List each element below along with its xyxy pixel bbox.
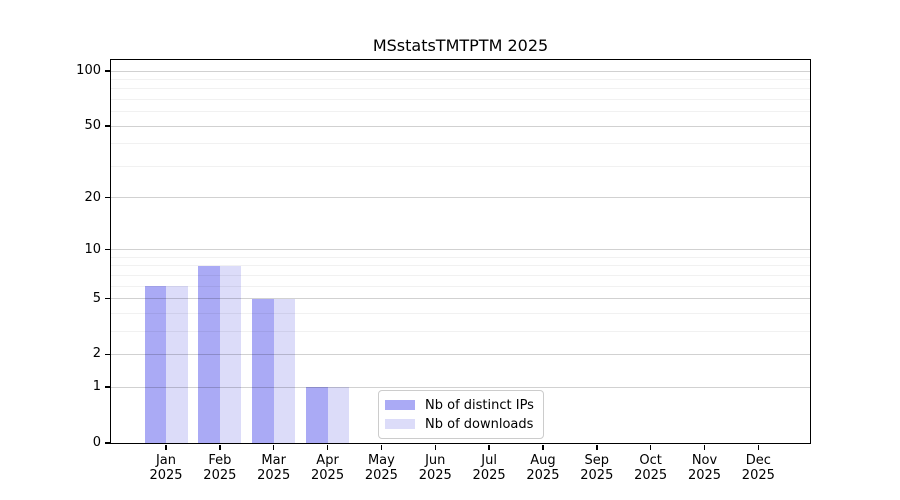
x-tick-month: Nov [691, 453, 718, 468]
x-tick-mark-jan [165, 444, 167, 450]
bar-apr-nb-of-distinct-ips [306, 387, 328, 443]
plot-frame [109, 58, 811, 444]
legend-swatch-distinct-ips [385, 400, 415, 410]
plot-area [111, 60, 810, 443]
bar-mar-nb-of-downloads [273, 298, 296, 443]
x-tick-mark-may [380, 444, 383, 450]
bar-jan-nb-of-distinct-ips [144, 286, 166, 443]
y-tick-label-5: 5 [92, 290, 101, 306]
x-tick-label-aug: Aug 2025 [516, 453, 570, 483]
y-tick-mark-0 [104, 442, 110, 444]
x-tick-mark-feb [219, 444, 221, 450]
x-tick-label-jul: Jul 2025 [462, 453, 516, 483]
x-tick-year: 2025 [203, 468, 237, 483]
x-tick-month: Dec [745, 453, 771, 468]
legend-label-distinct-ips: Nb of distinct IPs [425, 397, 534, 413]
x-tick-mark-jul [488, 444, 490, 450]
y-tick-label-20: 20 [84, 189, 101, 205]
x-tick-year: 2025 [472, 468, 506, 483]
bars-layer [111, 60, 810, 443]
x-tick-mark-nov [703, 444, 706, 450]
x-tick-month: Aug [530, 453, 556, 468]
y-tick-label-10: 10 [84, 241, 101, 257]
y-tick-label-1: 1 [92, 379, 101, 395]
x-tick-mark-mar [272, 444, 275, 450]
legend: Nb of distinct IPs Nb of downloads [378, 390, 544, 439]
x-tick-month: Feb [208, 453, 232, 468]
x-tick-month: Mar [261, 453, 286, 468]
bar-jan-nb-of-downloads [166, 286, 188, 443]
x-tick-year: 2025 [526, 468, 560, 483]
bar-apr-nb-of-downloads [327, 387, 350, 443]
y-tick-mark-5 [104, 297, 110, 300]
x-tick-month: Oct [639, 453, 662, 468]
x-tick-month: Jan [155, 453, 177, 468]
x-tick-year: 2025 [580, 468, 614, 483]
x-tick-mark-oct [649, 444, 652, 450]
legend-item-downloads: Nb of downloads [385, 416, 534, 432]
x-tick-year: 2025 [364, 468, 398, 483]
x-tick-month: May [367, 453, 395, 468]
y-tick-mark-100 [104, 70, 110, 72]
y-tick-label-2: 2 [92, 346, 101, 362]
x-tick-month: Sep [584, 453, 610, 468]
bar-mar-nb-of-distinct-ips [252, 298, 274, 443]
x-tick-label-mar: Mar 2025 [247, 453, 301, 483]
x-tick-label-nov: Nov 2025 [678, 453, 732, 483]
x-tick-label-feb: Feb 2025 [193, 453, 247, 483]
x-tick-year: 2025 [149, 468, 183, 483]
bar-feb-nb-of-downloads [219, 265, 242, 443]
x-tick-label-dec: Dec 2025 [731, 453, 785, 483]
x-tick-month: Jul [481, 453, 497, 468]
y-tick-mark-10 [104, 248, 110, 251]
x-tick-label-may: May 2025 [354, 453, 408, 483]
y-tick-label-100: 100 [76, 63, 101, 78]
x-tick-year: 2025 [741, 468, 775, 483]
y-tick-mark-1 [104, 386, 110, 388]
x-tick-month: Apr [316, 453, 339, 468]
x-tick-year: 2025 [257, 468, 291, 483]
bar-feb-nb-of-distinct-ips [198, 265, 220, 443]
x-tick-mark-apr [326, 444, 329, 450]
x-tick-mark-aug [542, 444, 544, 450]
legend-label-downloads: Nb of downloads [425, 416, 534, 432]
x-tick-mark-dec [757, 444, 760, 450]
x-tick-label-jun: Jun 2025 [408, 453, 462, 483]
x-tick-year: 2025 [418, 468, 452, 483]
x-tick-month: Jun [425, 453, 446, 468]
x-tick-year: 2025 [687, 468, 722, 483]
chart-title: MSstatsTMTPTM 2025 [372, 36, 549, 55]
x-tick-label-oct: Oct 2025 [624, 453, 678, 483]
x-tick-year: 2025 [634, 468, 668, 483]
x-tick-label-sep: Sep 2025 [570, 453, 624, 483]
y-tick-mark-50 [104, 125, 110, 127]
y-tick-label-50: 50 [84, 118, 101, 134]
legend-item-distinct-ips: Nb of distinct IPs [385, 397, 534, 413]
y-tick-mark-2 [104, 353, 110, 356]
y-tick-label-0: 0 [92, 435, 101, 450]
legend-swatch-downloads [385, 419, 415, 429]
x-tick-year: 2025 [311, 468, 345, 483]
y-tick-mark-20 [104, 196, 110, 199]
x-tick-mark-jun [434, 444, 436, 450]
x-tick-label-jan: Jan 2025 [139, 453, 193, 483]
x-tick-label-apr: Apr 2025 [301, 453, 355, 483]
x-tick-mark-sep [596, 444, 598, 450]
